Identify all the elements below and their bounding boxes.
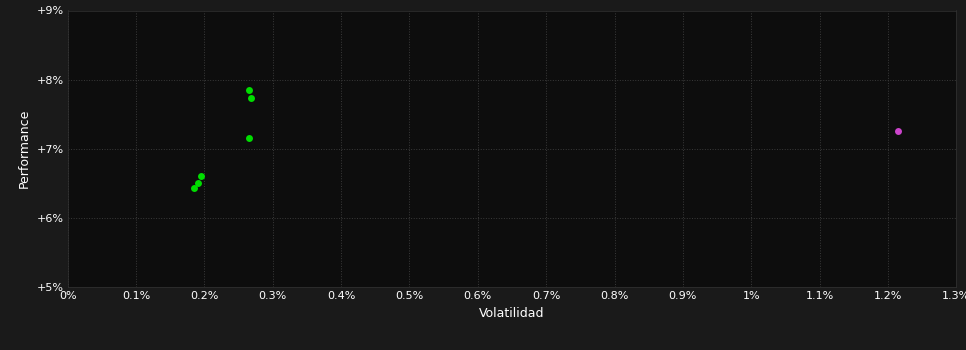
Point bbox=[189, 181, 205, 186]
Point bbox=[186, 186, 202, 191]
X-axis label: Volatilidad: Volatilidad bbox=[479, 307, 545, 320]
Point bbox=[193, 174, 209, 179]
Y-axis label: Performance: Performance bbox=[17, 109, 31, 188]
Point bbox=[243, 96, 259, 101]
Point bbox=[242, 87, 257, 93]
Point bbox=[891, 129, 906, 134]
Point bbox=[242, 135, 257, 141]
